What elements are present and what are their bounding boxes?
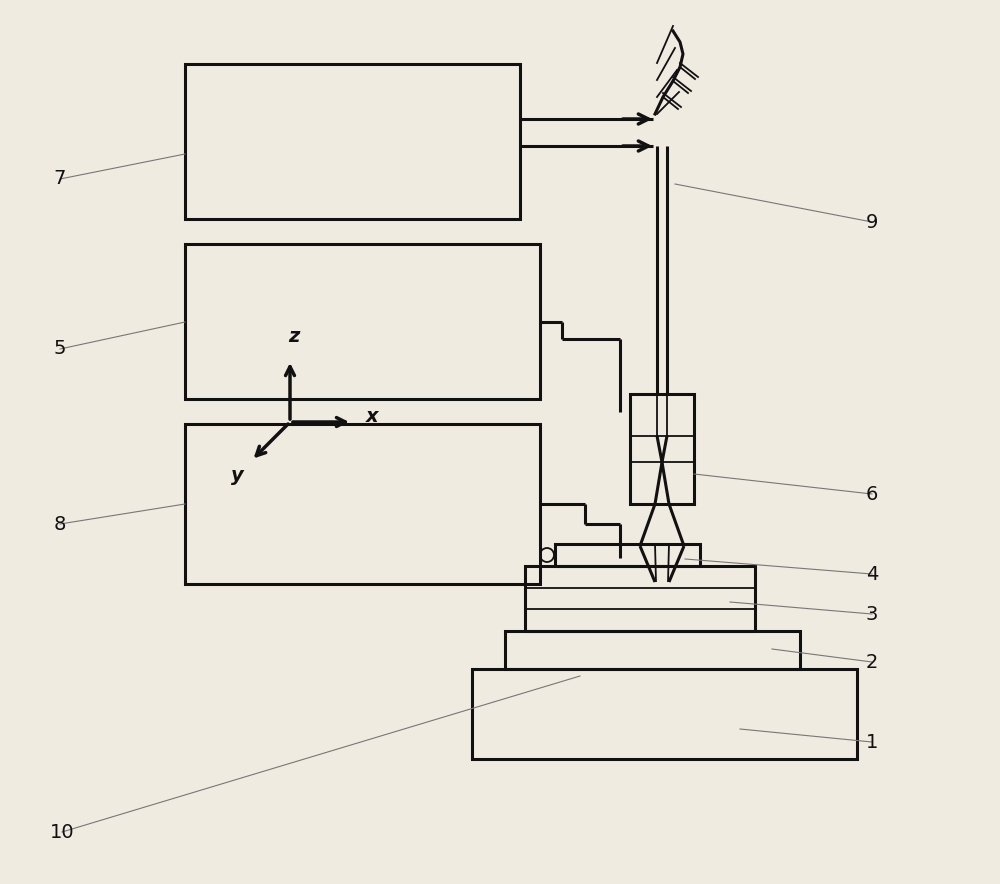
Bar bbox=[525, 566, 755, 631]
Text: z: z bbox=[288, 327, 300, 346]
Text: y: y bbox=[231, 467, 244, 485]
Text: 7: 7 bbox=[54, 170, 66, 188]
Bar bbox=[185, 64, 520, 219]
Bar bbox=[505, 631, 800, 669]
Bar bbox=[555, 544, 700, 566]
Text: 2: 2 bbox=[866, 652, 878, 672]
Bar bbox=[630, 394, 694, 504]
Bar bbox=[185, 244, 540, 399]
Text: 8: 8 bbox=[54, 514, 66, 534]
Text: 6: 6 bbox=[866, 484, 878, 504]
Text: 5: 5 bbox=[54, 339, 66, 359]
Text: 3: 3 bbox=[866, 605, 878, 623]
Bar bbox=[472, 669, 857, 759]
Text: 9: 9 bbox=[866, 212, 878, 232]
Text: 4: 4 bbox=[866, 565, 878, 583]
Bar bbox=[185, 424, 540, 584]
Text: 1: 1 bbox=[866, 733, 878, 751]
Text: 10: 10 bbox=[50, 822, 74, 842]
Text: x: x bbox=[366, 408, 379, 426]
